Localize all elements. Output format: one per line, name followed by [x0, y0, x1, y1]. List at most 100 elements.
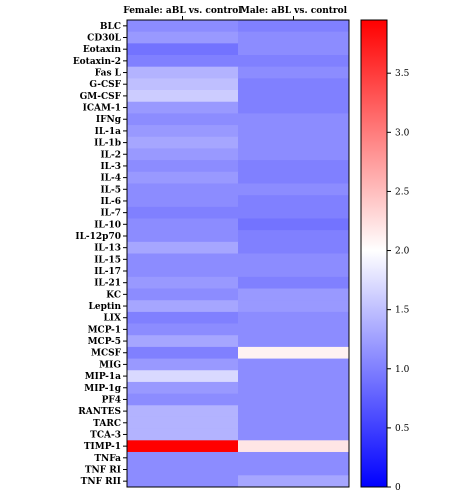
heatmap-cell [238, 113, 350, 126]
row-label: G-CSF [89, 80, 121, 90]
heatmap-cell [127, 125, 239, 138]
heatmap-cell [238, 381, 350, 395]
colorbar-tick-label: 2.0 [395, 247, 410, 257]
heatmap-cell [127, 78, 239, 91]
row-label: MIG [99, 360, 121, 370]
heatmap-cell [127, 206, 239, 219]
heatmap-cell [238, 160, 350, 173]
row-label: Eotaxin [83, 45, 122, 55]
heatmap-cell [127, 428, 239, 441]
heatmap-cell [127, 241, 239, 255]
heatmap-cell [238, 393, 350, 406]
colorbar-tick-label: 2.5 [395, 187, 410, 197]
heatmap-cell [238, 241, 350, 255]
heatmap-cell [238, 206, 350, 219]
colorbar-tick-label: 1.0 [395, 365, 410, 375]
row-label: IL-1b [94, 139, 121, 149]
row-label: CD30L [87, 34, 121, 44]
row-label: IL-5 [100, 185, 121, 195]
row-label: MCP-5 [88, 337, 121, 347]
heatmap-cell [127, 66, 239, 79]
row-label: TNF RI [85, 465, 121, 475]
heatmap-cell [127, 31, 239, 44]
colorbar-tick-label: 0.5 [395, 424, 410, 434]
row-label: Leptin [89, 302, 122, 312]
row-label: Eotaxin-2 [73, 57, 121, 67]
row-label: MCSF [91, 349, 122, 359]
heatmap-cell [238, 440, 350, 453]
colorbar [360, 19, 388, 488]
row-label: IL-6 [100, 197, 121, 207]
heatmap-cell [127, 300, 239, 313]
heatmap-cell [127, 451, 239, 465]
row-label: IL-13 [94, 244, 121, 254]
heatmap-cell [238, 405, 350, 418]
row-label: MIP-1a [85, 372, 121, 382]
colorbar-tick-label: 0 [395, 483, 401, 493]
heatmap-cell [238, 218, 350, 231]
heatmap-cell [238, 265, 350, 278]
heatmap-cell [127, 55, 239, 68]
heatmap-cell [238, 230, 350, 243]
heatmap-cell [238, 171, 350, 184]
row-label: IFNg [96, 115, 122, 125]
heatmap-cell [238, 183, 350, 196]
heatmap-cell [127, 90, 239, 103]
heatmap-cell [238, 428, 350, 441]
heatmap-cell [127, 43, 239, 56]
heatmap-cell [127, 276, 239, 290]
heatmap-cell [127, 160, 239, 173]
heatmap-cell [238, 66, 350, 79]
heatmap-cell [238, 78, 350, 91]
heatmap-cell [127, 288, 239, 301]
heatmap-cell [238, 125, 350, 138]
heatmap-cell [238, 90, 350, 103]
row-label: TNF RII [81, 477, 121, 487]
row-label: IL-21 [94, 279, 121, 289]
row-label: IL-2 [100, 150, 121, 160]
heatmap-cell [238, 195, 350, 208]
row-label: IL-12p70 [75, 232, 121, 242]
heatmap-cell [127, 183, 239, 196]
plot-frame [126, 19, 350, 488]
row-label: IL-7 [100, 209, 121, 219]
heatmap-cell [127, 230, 239, 243]
row-label: IL-4 [100, 174, 121, 184]
heatmap-cell [127, 475, 239, 488]
heatmap-cell [238, 358, 350, 371]
heatmap-cell [127, 136, 239, 149]
heatmap-cell [238, 335, 350, 348]
heatmap-cell [238, 463, 350, 476]
row-label: TIMP-1 [84, 442, 121, 452]
heatmap-cell [238, 20, 350, 33]
heatmap-cell [238, 346, 350, 360]
heatmap-cell [238, 253, 350, 266]
heatmap-cell [238, 43, 350, 56]
heatmap-cell [127, 101, 239, 114]
heatmap-cell [127, 370, 239, 383]
heatmap-cell [127, 335, 239, 348]
heatmap-cell [127, 381, 239, 395]
row-label: IL-17 [94, 267, 121, 277]
column-label: Female: aBL vs. control [123, 6, 242, 16]
heatmap-cell [238, 416, 350, 430]
heatmap-cell [127, 393, 239, 406]
heatmap-cell [127, 311, 239, 325]
heatmap-cell [127, 405, 239, 418]
row-label: GM-CSF [80, 92, 122, 102]
row-label: PF4 [102, 395, 121, 405]
heatmap-cell [238, 148, 350, 161]
heatmap-cell [238, 55, 350, 68]
row-label: TCA-3 [90, 430, 121, 440]
heatmap-cell [127, 20, 239, 33]
heatmap-cell [238, 323, 350, 336]
heatmap-cell [238, 475, 350, 488]
heatmap-cell [238, 370, 350, 383]
row-label: TARC [93, 419, 121, 429]
heatmap-cell [238, 451, 350, 465]
heatmap-cell [127, 265, 239, 278]
row-label: KC [106, 290, 121, 300]
heatmap-cell [127, 346, 239, 360]
heatmap-cell [127, 148, 239, 161]
